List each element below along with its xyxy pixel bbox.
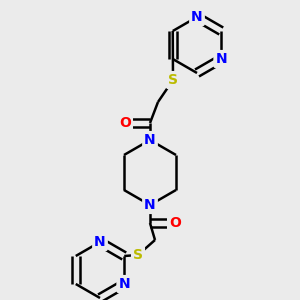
Text: O: O: [119, 116, 131, 130]
Text: N: N: [191, 10, 203, 24]
Text: N: N: [144, 133, 156, 147]
Text: N: N: [215, 52, 227, 66]
Text: N: N: [144, 198, 156, 212]
Text: N: N: [118, 277, 130, 291]
Text: S: S: [168, 73, 178, 87]
Text: N: N: [94, 235, 106, 249]
Text: O: O: [169, 216, 181, 230]
Text: S: S: [133, 248, 143, 262]
